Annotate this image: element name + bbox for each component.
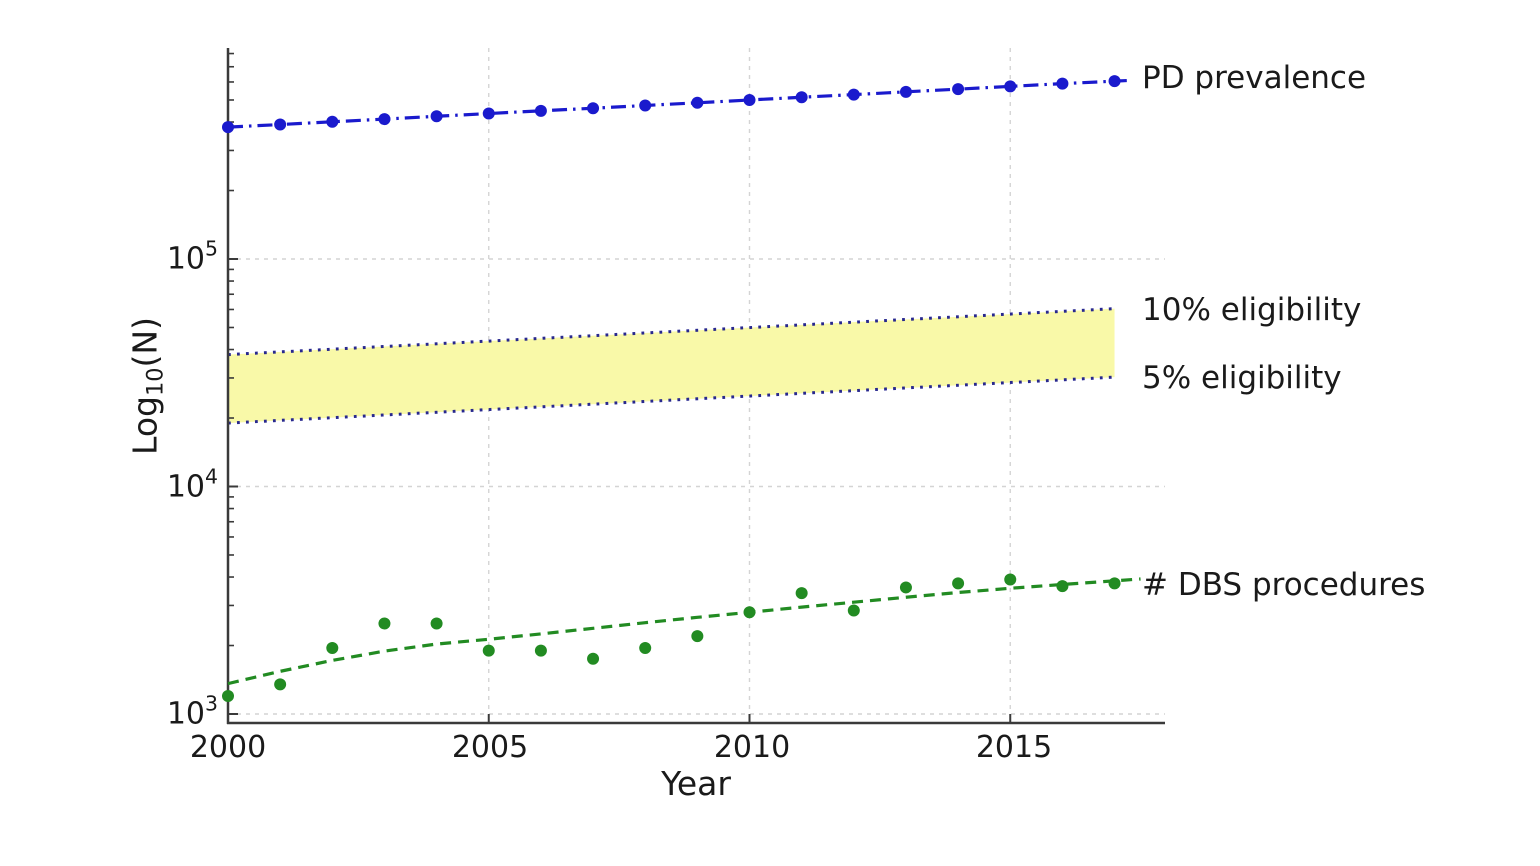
pd-point-2002	[326, 115, 339, 128]
y-tick-1e4: 104	[166, 464, 218, 505]
dbs-point-2009	[691, 630, 704, 643]
pd-point-2009	[691, 96, 704, 109]
x-tick-2010: 2010	[713, 730, 791, 765]
pd-point-2008	[639, 99, 652, 112]
dbs-point-2006	[534, 644, 547, 657]
pd-point-2000	[222, 121, 234, 134]
legend-pd-prevalence: PD prevalence	[1142, 60, 1367, 96]
dbs-trend-line	[227, 577, 1141, 686]
pd-point-2004	[430, 110, 443, 123]
x-tick-2000: 2000	[189, 730, 267, 765]
pd-point-2010	[743, 93, 756, 106]
pd-point-2014	[952, 83, 965, 96]
dbs-point-2017	[1108, 577, 1121, 590]
dbs-point-2010	[743, 606, 756, 619]
pd-prevalence-line	[227, 78, 1133, 129]
dbs-point-2013	[899, 581, 912, 594]
y-tick-1e3-exponent: 3	[205, 691, 218, 716]
y-tick-1e5: 105	[166, 236, 218, 277]
dbs-point-2014	[952, 577, 965, 590]
x-axis-label: Year	[661, 764, 731, 803]
dbs-point-2005	[482, 644, 495, 657]
pd-point-2006	[534, 104, 547, 117]
pd-point-2016	[1056, 77, 1069, 90]
pd-point-2007	[587, 102, 600, 115]
legend-5pct-eligibility: 5% eligibility	[1142, 360, 1342, 396]
dbs-point-2003	[378, 617, 391, 630]
dbs-point-2007	[587, 652, 600, 665]
pd-point-2012	[847, 88, 860, 101]
dbs-point-2015	[1004, 573, 1017, 586]
pd-point-2017	[1108, 75, 1121, 88]
dbs-point-2002	[326, 642, 339, 655]
eligibility-5pct-line	[227, 375, 1115, 425]
pd-point-2011	[795, 91, 808, 104]
x-tick-2005: 2005	[451, 730, 529, 765]
dbs-point-2008	[639, 642, 652, 655]
pd-point-2005	[482, 107, 495, 120]
y-axis-label: Log10(N)	[125, 317, 169, 455]
x-tick-2015: 2015	[975, 730, 1053, 765]
y-axis-label-subscript: 10	[142, 367, 169, 397]
dbs-point-2012	[847, 604, 860, 617]
eligibility-band	[228, 308, 1115, 424]
legend-dbs-procedures: # DBS procedures	[1142, 567, 1426, 603]
pd-point-2015	[1004, 80, 1017, 93]
y-tick-1e5-exponent: 5	[205, 236, 218, 261]
y-tick-1e4-exponent: 4	[205, 464, 218, 489]
eligibility-10pct-line	[227, 307, 1115, 357]
y-tick-1e3: 103	[166, 691, 218, 732]
dbs-point-2016	[1056, 580, 1069, 593]
pd-point-2001	[274, 118, 287, 131]
dbs-point-2001	[274, 678, 287, 691]
y-axis-label-main: Log	[125, 396, 165, 455]
dbs-point-2004	[430, 617, 443, 630]
y-axis-label-rest: (N)	[125, 317, 165, 368]
pd-point-2003	[378, 113, 391, 126]
pd-point-2013	[899, 85, 912, 98]
legend-10pct-eligibility: 10% eligibility	[1142, 292, 1362, 328]
dbs-point-2000	[222, 689, 234, 702]
dbs-point-2011	[795, 587, 808, 600]
